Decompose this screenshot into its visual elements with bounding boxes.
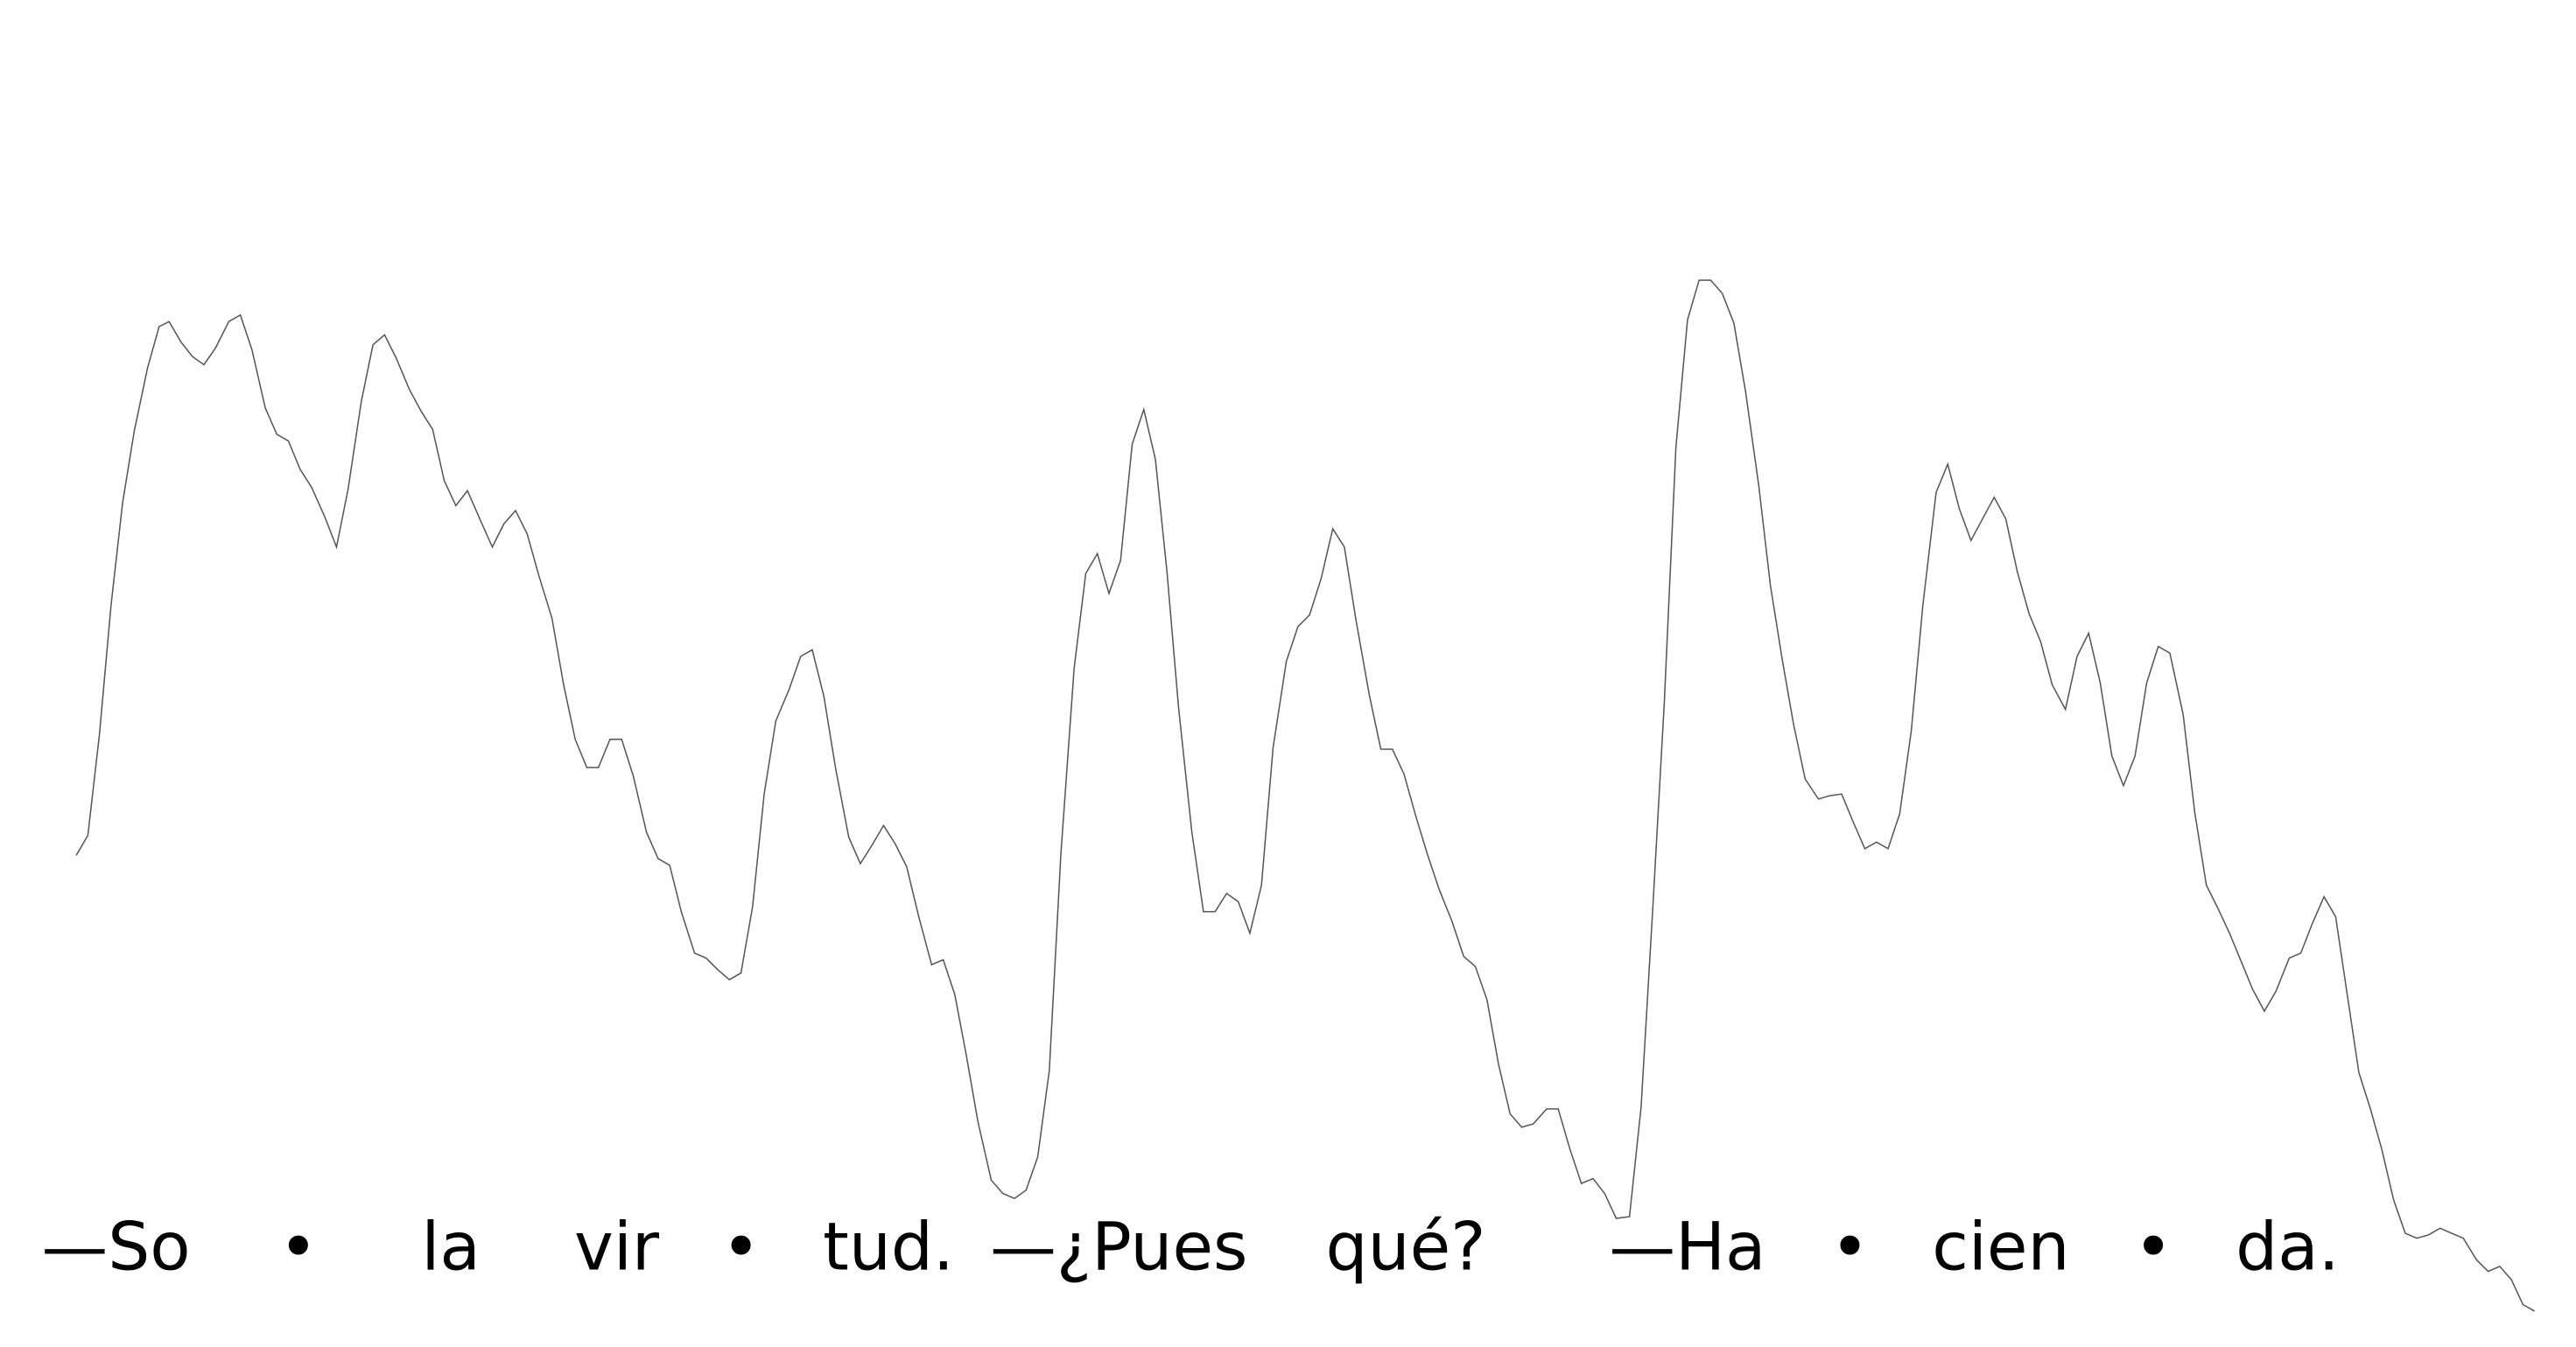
syllable-label: —¿Pues <box>990 1209 1247 1286</box>
syllable-label: qué? <box>1326 1209 1486 1286</box>
syllable-label: —So <box>41 1209 190 1286</box>
syllable-label: la <box>421 1209 480 1286</box>
syllable-label: vir <box>574 1209 660 1286</box>
syllable-label: da. <box>2236 1209 2340 1286</box>
syllable-label: tud. <box>823 1209 954 1286</box>
syllable-label: • <box>721 1209 761 1286</box>
syllable-label: cien <box>1932 1209 2069 1286</box>
syllable-label: • <box>279 1209 319 1286</box>
pitch-contour <box>75 279 2536 1312</box>
syllable-label: • <box>2134 1209 2173 1286</box>
syllable-label: —Ha <box>1609 1209 1765 1286</box>
syllable-label: • <box>1830 1209 1870 1286</box>
